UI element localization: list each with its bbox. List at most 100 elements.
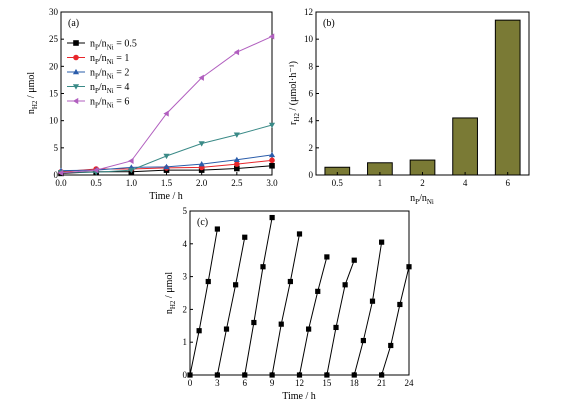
panel-a-x-axis-label: Time / h bbox=[149, 191, 183, 202]
y-tick-label: 5 bbox=[183, 206, 188, 216]
legend-label: nP/nNi = 6 bbox=[90, 97, 129, 110]
x-tick-label: 1.0 bbox=[126, 178, 138, 188]
y-tick-label: 10 bbox=[304, 34, 314, 44]
data-point bbox=[342, 282, 348, 288]
data-point bbox=[128, 157, 134, 164]
x-tick-label: 6 bbox=[505, 178, 510, 188]
bar bbox=[452, 117, 478, 176]
panel-b-y-ticks: 0 2 4 6 8 10 12 bbox=[304, 7, 319, 180]
y-tick-label: 3 bbox=[183, 272, 188, 282]
data-point bbox=[198, 141, 205, 147]
data-point bbox=[388, 342, 394, 349]
legend-entry: nP/nNi = 1 bbox=[67, 53, 129, 66]
x-tick-label: 21 bbox=[377, 378, 386, 388]
data-point bbox=[198, 161, 205, 167]
y-tick-label: 0 bbox=[309, 170, 314, 180]
data-point bbox=[233, 132, 240, 138]
data-point bbox=[187, 372, 193, 378]
legend-entry: nP/nNi = 0.5 bbox=[67, 39, 137, 52]
data-point bbox=[333, 324, 339, 331]
x-tick-label: 15 bbox=[322, 378, 332, 388]
data-point bbox=[233, 282, 239, 288]
data-point bbox=[268, 122, 276, 129]
y-tick-label: 15 bbox=[49, 89, 59, 99]
data-point bbox=[268, 33, 275, 40]
legend-marker bbox=[72, 84, 80, 90]
y-tick-label: 1 bbox=[183, 337, 188, 347]
data-point bbox=[251, 319, 257, 326]
data-point bbox=[269, 372, 275, 378]
data-point bbox=[379, 239, 385, 245]
data-point bbox=[223, 326, 230, 332]
data-point bbox=[360, 337, 366, 344]
panel-c-label: (c) bbox=[197, 217, 208, 228]
x-tick-label: 24 bbox=[405, 378, 415, 388]
data-point bbox=[369, 298, 376, 304]
y-tick-label: 8 bbox=[309, 61, 314, 71]
data-point bbox=[128, 167, 135, 174]
panel-c-x-axis-label: Time / h bbox=[282, 391, 316, 402]
data-point bbox=[196, 328, 202, 334]
x-tick-label: 0.5 bbox=[332, 178, 344, 188]
data-point bbox=[234, 165, 240, 172]
data-point bbox=[242, 372, 248, 378]
data-point bbox=[198, 74, 204, 81]
data-point bbox=[287, 278, 293, 285]
legend-entry: nP/nNi = 6 bbox=[67, 97, 129, 110]
data-point bbox=[315, 288, 321, 294]
legend-label: nP/nNi = 2 bbox=[90, 68, 129, 81]
data-point bbox=[214, 226, 220, 232]
cycle-line bbox=[381, 266, 410, 376]
legend-marker bbox=[73, 40, 79, 46]
data-point bbox=[351, 372, 357, 378]
data-point bbox=[406, 264, 412, 270]
cycle-line bbox=[271, 233, 300, 376]
y-tick-label: 4 bbox=[183, 239, 188, 249]
y-tick-label: 10 bbox=[49, 116, 59, 126]
panel-c-y-axis-label: nH2 / μmol bbox=[164, 272, 177, 314]
data-point bbox=[397, 301, 403, 308]
legend-entry: nP/nNi = 4 bbox=[67, 82, 129, 95]
x-tick-label: 4 bbox=[463, 178, 468, 188]
x-tick-label: 3.0 bbox=[266, 178, 278, 188]
cycle-3 bbox=[242, 214, 275, 378]
x-tick-label: 1.5 bbox=[161, 178, 173, 188]
cycle-line bbox=[353, 242, 383, 376]
panel-a-line-chart: (a) 0 5 10 15 20 25 30 0.0 0.5 1.0 1.5 2.0 2.5 3.0 n… bbox=[26, 7, 278, 202]
data-point bbox=[269, 162, 275, 169]
panel-b-bars bbox=[324, 19, 521, 176]
data-point bbox=[233, 156, 240, 163]
data-point bbox=[163, 110, 169, 117]
x-tick-label: 0 bbox=[188, 378, 193, 388]
y-tick-label: 2 bbox=[183, 304, 188, 314]
bar bbox=[494, 19, 521, 176]
data-point bbox=[379, 372, 385, 378]
data-point bbox=[57, 169, 64, 176]
panel-b-label: (b) bbox=[323, 18, 335, 29]
legend-label: nP/nNi = 1 bbox=[90, 53, 129, 66]
data-point bbox=[260, 264, 266, 270]
data-point bbox=[233, 49, 240, 56]
data-point bbox=[163, 163, 170, 170]
data-point bbox=[205, 278, 211, 285]
cycle-6 bbox=[324, 257, 357, 378]
y-tick-label: 0 bbox=[183, 370, 188, 380]
panel-c-y-ticks: 0 1 2 3 4 5 bbox=[183, 206, 193, 380]
x-tick-label: 2 bbox=[420, 178, 425, 188]
y-tick-label: 4 bbox=[309, 116, 314, 126]
data-point bbox=[163, 153, 170, 160]
data-point bbox=[93, 167, 99, 174]
data-point bbox=[234, 161, 240, 167]
panel-b-x-ticks: 0.5 1 2 4 6 bbox=[332, 172, 510, 188]
cycle-line bbox=[326, 260, 355, 376]
y-tick-label: 5 bbox=[54, 143, 59, 153]
y-tick-label: 0 bbox=[54, 170, 59, 180]
cycle-8 bbox=[379, 264, 412, 378]
legend-label: nP/nNi = 4 bbox=[90, 82, 129, 95]
y-tick-label: 6 bbox=[309, 89, 314, 99]
cycle-line bbox=[216, 237, 246, 376]
x-tick-label: 9 bbox=[270, 378, 275, 388]
x-tick-label: 12 bbox=[295, 378, 304, 388]
